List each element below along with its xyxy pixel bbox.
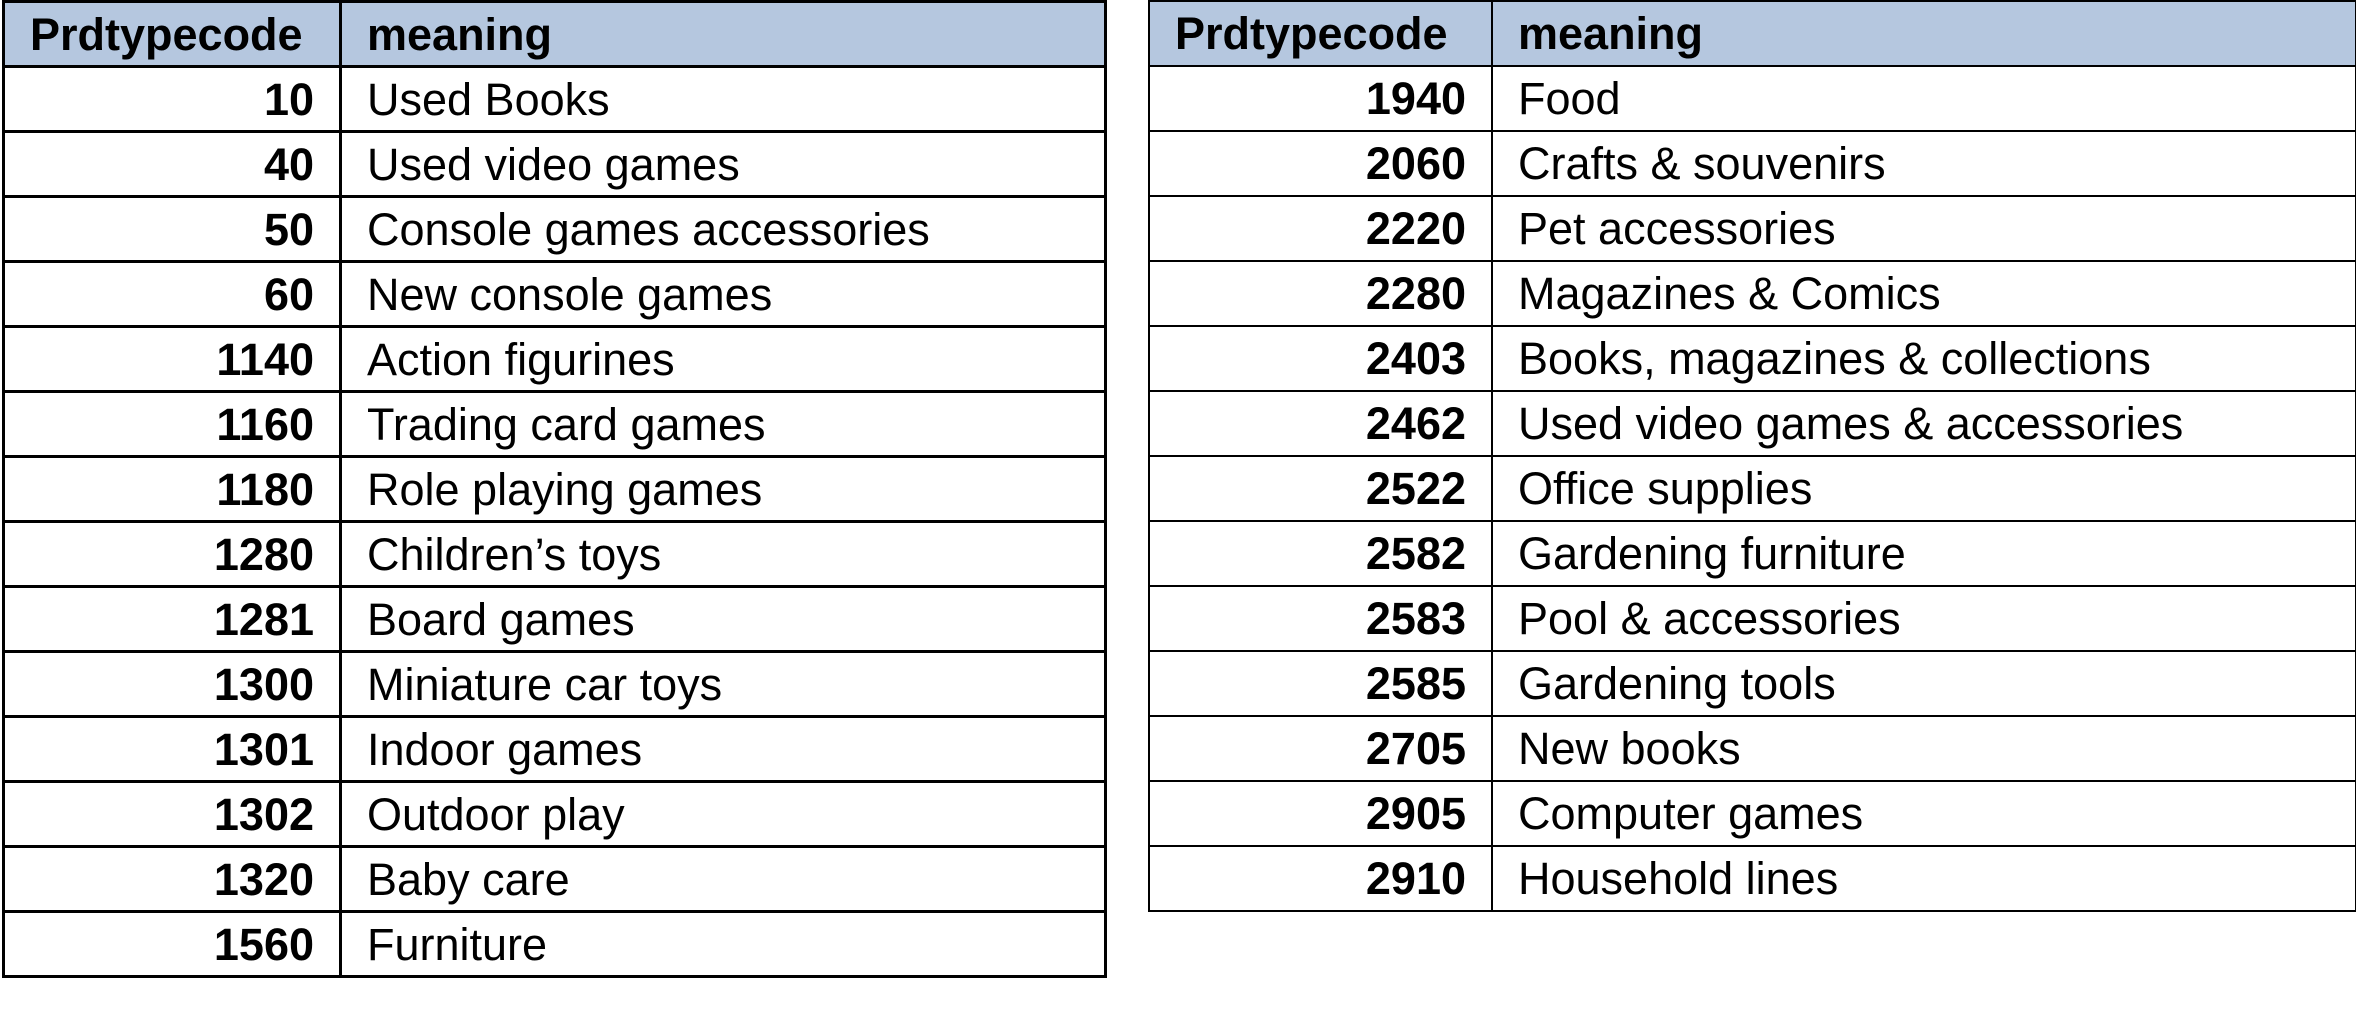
meaning-cell: Used Books [339,65,1107,133]
header-meaning: meaning [339,0,1107,68]
table-row: 1300 Miniature car toys [2,650,1107,718]
code-cell: 2280 [1148,260,1493,327]
table-row: 2583 Pool & accessories [1148,585,2356,652]
meaning-cell: New console games [339,260,1107,328]
meaning-cell: Gardening furniture [1491,520,2356,587]
meaning-cell: Outdoor play [339,780,1107,848]
header-code: Prdtypecode [1148,0,1493,67]
meaning-cell: Used video games & accessories [1491,390,2356,457]
table-row: 1320 Baby care [2,845,1107,913]
code-cell: 2403 [1148,325,1493,392]
meaning-cell: Books, magazines & collections [1491,325,2356,392]
table-row: 1280 Children’s toys [2,520,1107,588]
table-row: 60 New console games [2,260,1107,328]
meaning-cell: Crafts & souvenirs [1491,130,2356,197]
header-row: Prdtypecode meaning [2,0,1107,68]
code-cell: 2060 [1148,130,1493,197]
code-cell: 2905 [1148,780,1493,847]
meaning-cell: Computer games [1491,780,2356,847]
prdtypecode-table-right: Prdtypecode meaning 1940 Food 2060 Crafts &… [1148,0,2356,912]
table-row: 2462 Used video games & accessories [1148,390,2356,457]
table-row: 2705 New books [1148,715,2356,782]
table-row: 1940 Food [1148,65,2356,132]
code-cell: 1180 [2,455,342,523]
code-cell: 50 [2,195,342,263]
table-row: 1281 Board games [2,585,1107,653]
table-row: 1140 Action figurines [2,325,1107,393]
table-row: 2585 Gardening tools [1148,650,2356,717]
meaning-cell: Miniature car toys [339,650,1107,718]
meaning-cell: Used video games [339,130,1107,198]
code-cell: 1940 [1148,65,1493,132]
code-cell: 1281 [2,585,342,653]
header-code: Prdtypecode [2,0,342,68]
meaning-cell: Action figurines [339,325,1107,393]
meaning-cell: Board games [339,585,1107,653]
code-cell: 2462 [1148,390,1493,457]
meaning-cell: Console games accessories [339,195,1107,263]
meaning-cell: Pool & accessories [1491,585,2356,652]
table-row: 2522 Office supplies [1148,455,2356,522]
code-cell: 1560 [2,910,342,978]
code-cell: 1302 [2,780,342,848]
meaning-cell: Furniture [339,910,1107,978]
meaning-cell: Trading card games [339,390,1107,458]
meaning-cell: Office supplies [1491,455,2356,522]
meaning-cell: Children’s toys [339,520,1107,588]
meaning-cell: New books [1491,715,2356,782]
code-cell: 2220 [1148,195,1493,262]
code-cell: 2582 [1148,520,1493,587]
table-row: 2060 Crafts & souvenirs [1148,130,2356,197]
code-cell: 1160 [2,390,342,458]
prdtypecode-table-left: Prdtypecode meaning 10 Used Books 40 Used v… [2,0,1107,978]
meaning-cell: Gardening tools [1491,650,2356,717]
meaning-cell: Household lines [1491,845,2356,912]
code-cell: 1320 [2,845,342,913]
code-cell: 2522 [1148,455,1493,522]
table-row: 2910 Household lines [1148,845,2356,912]
code-cell: 1140 [2,325,342,393]
table-row: 10 Used Books [2,65,1107,133]
meaning-cell: Baby care [339,845,1107,913]
meaning-cell: Magazines & Comics [1491,260,2356,327]
code-cell: 1301 [2,715,342,783]
table-row: 40 Used video games [2,130,1107,198]
code-cell: 10 [2,65,342,133]
code-cell: 2910 [1148,845,1493,912]
table-row: 2905 Computer games [1148,780,2356,847]
table-row: 1301 Indoor games [2,715,1107,783]
code-cell: 2583 [1148,585,1493,652]
table-row: 2582 Gardening furniture [1148,520,2356,587]
code-cell: 1300 [2,650,342,718]
table-row: 2280 Magazines & Comics [1148,260,2356,327]
code-cell: 2585 [1148,650,1493,717]
table-row: 1160 Trading card games [2,390,1107,458]
meaning-cell: Indoor games [339,715,1107,783]
code-cell: 1280 [2,520,342,588]
code-cell: 60 [2,260,342,328]
meaning-cell: Role playing games [339,455,1107,523]
table-row: 2220 Pet accessories [1148,195,2356,262]
meaning-cell: Food [1491,65,2356,132]
meaning-cell: Pet accessories [1491,195,2356,262]
table-row: 1560 Furniture [2,910,1107,978]
table-row: 2403 Books, magazines & collections [1148,325,2356,392]
code-cell: 2705 [1148,715,1493,782]
header-meaning: meaning [1491,0,2356,67]
table-row: 1180 Role playing games [2,455,1107,523]
table-row: 1302 Outdoor play [2,780,1107,848]
header-row: Prdtypecode meaning [1148,0,2356,67]
table-row: 50 Console games accessories [2,195,1107,263]
code-cell: 40 [2,130,342,198]
